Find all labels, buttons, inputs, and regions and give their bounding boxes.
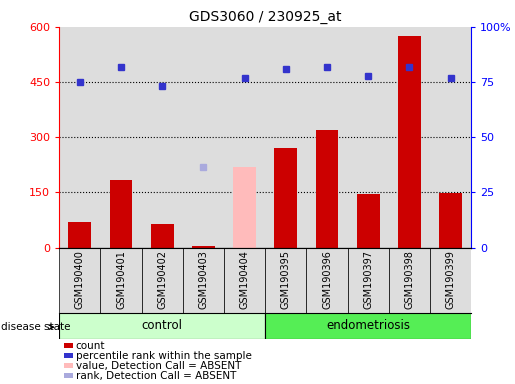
Bar: [265, 27, 306, 248]
Bar: [357, 194, 380, 248]
Bar: [348, 248, 389, 313]
Bar: [265, 313, 471, 339]
Text: count: count: [76, 341, 105, 351]
Text: control: control: [142, 319, 183, 332]
Bar: [183, 248, 224, 313]
Bar: [64, 353, 73, 358]
Text: rank, Detection Call = ABSENT: rank, Detection Call = ABSENT: [76, 371, 236, 381]
Text: GSM190403: GSM190403: [198, 250, 209, 308]
Bar: [142, 248, 183, 313]
Bar: [59, 313, 265, 339]
Bar: [142, 27, 183, 248]
Bar: [110, 180, 132, 248]
Text: GSM190400: GSM190400: [75, 250, 85, 308]
Bar: [389, 248, 430, 313]
Bar: [192, 246, 215, 248]
Bar: [64, 363, 73, 368]
Bar: [316, 130, 338, 248]
Text: percentile rank within the sample: percentile rank within the sample: [76, 351, 252, 361]
Text: GSM190399: GSM190399: [445, 250, 456, 308]
Bar: [233, 207, 256, 248]
Bar: [224, 27, 265, 248]
Bar: [265, 248, 306, 313]
Bar: [274, 148, 297, 248]
Bar: [233, 167, 256, 248]
Bar: [100, 27, 142, 248]
Bar: [68, 222, 91, 248]
Bar: [398, 36, 421, 248]
Bar: [306, 248, 348, 313]
Bar: [439, 193, 462, 248]
Bar: [306, 27, 348, 248]
Bar: [183, 27, 224, 248]
Bar: [224, 248, 265, 313]
Bar: [389, 27, 430, 248]
Text: GSM190396: GSM190396: [322, 250, 332, 308]
Bar: [151, 224, 174, 248]
Bar: [59, 27, 100, 248]
Text: GSM190404: GSM190404: [239, 250, 250, 308]
Bar: [100, 248, 142, 313]
Title: GDS3060 / 230925_at: GDS3060 / 230925_at: [189, 10, 341, 25]
Text: GSM190398: GSM190398: [404, 250, 415, 308]
Bar: [64, 343, 73, 348]
Bar: [430, 27, 471, 248]
Text: GSM190397: GSM190397: [363, 250, 373, 309]
Bar: [348, 27, 389, 248]
Bar: [430, 248, 471, 313]
Text: disease state: disease state: [1, 322, 71, 332]
Text: endometriosis: endometriosis: [326, 319, 410, 332]
Text: GSM190402: GSM190402: [157, 250, 167, 309]
Bar: [59, 248, 100, 313]
Text: GSM190395: GSM190395: [281, 250, 291, 309]
Text: GSM190401: GSM190401: [116, 250, 126, 308]
Bar: [64, 373, 73, 378]
Text: value, Detection Call = ABSENT: value, Detection Call = ABSENT: [76, 361, 241, 371]
